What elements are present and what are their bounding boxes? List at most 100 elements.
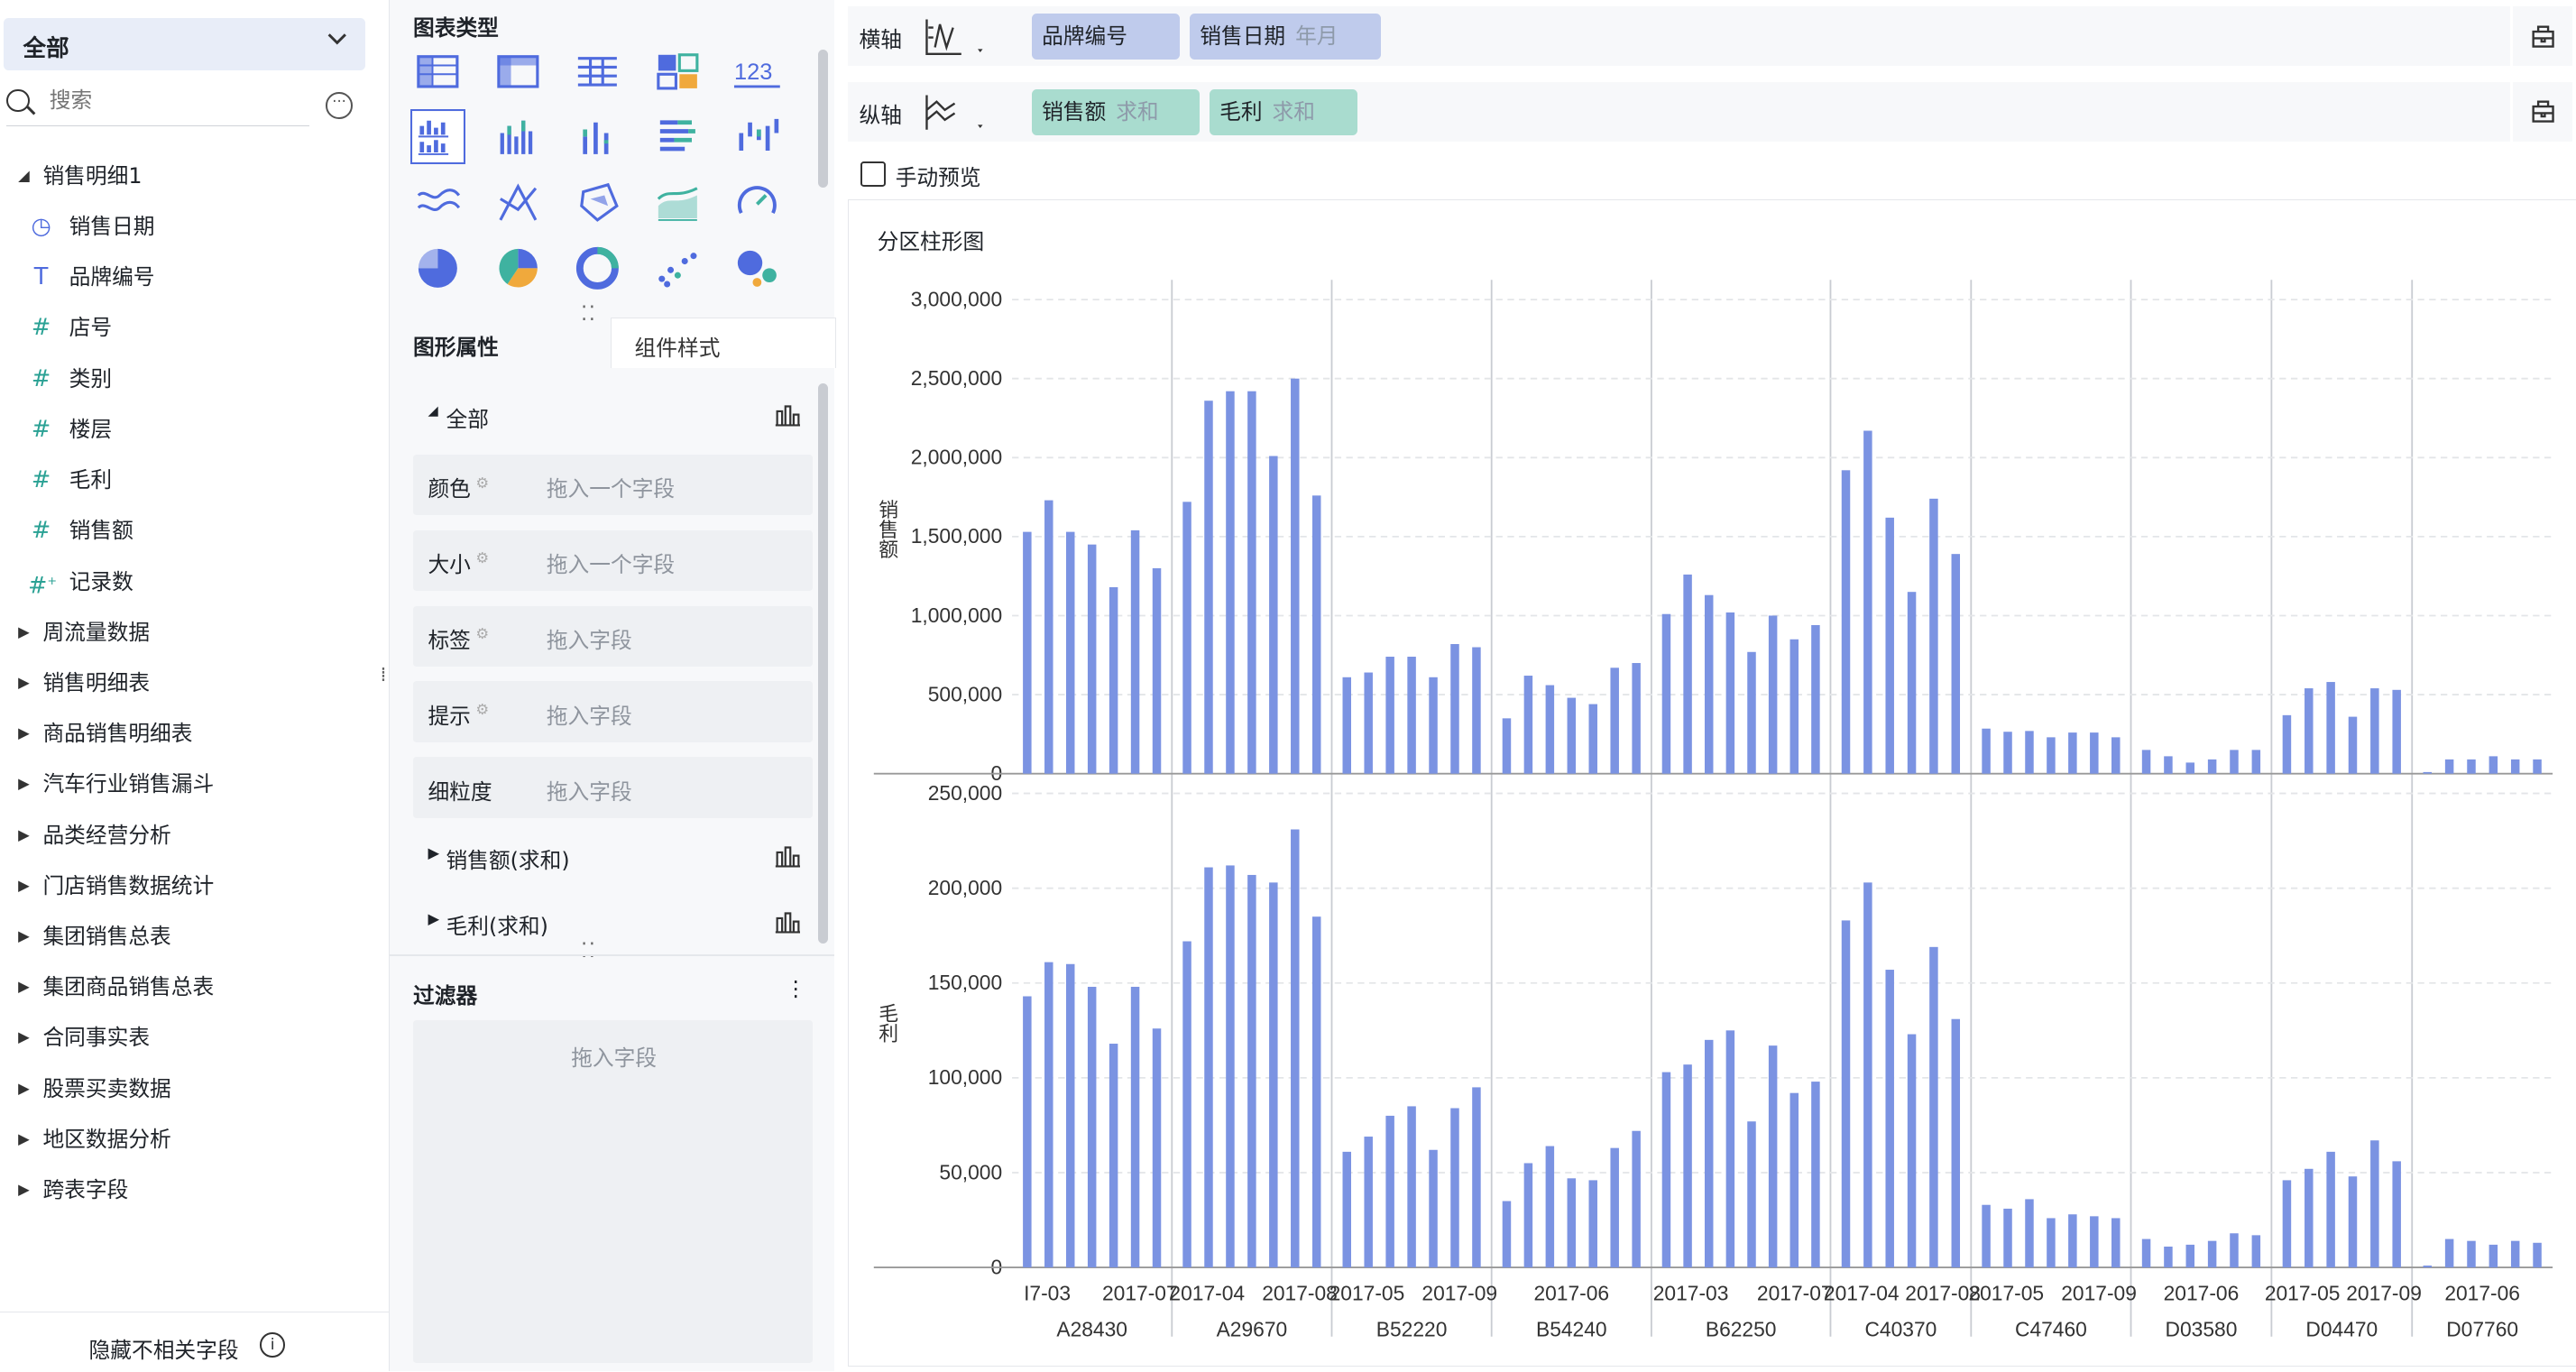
section-sales-sum[interactable]: ▶ 销售额(求和) (413, 833, 813, 882)
block-chart-icon[interactable] (653, 46, 703, 96)
field-drop-zone[interactable]: 标签 ⚙ 拖入字段 (413, 605, 814, 668)
bar-chart-icon[interactable] (774, 401, 800, 433)
bar (2025, 1199, 2034, 1268)
filter-drop-zone[interactable]: 拖入字段 (413, 1020, 814, 1363)
range-map-icon[interactable] (573, 178, 622, 227)
axis-field-pill[interactable]: 销售日期 年月 (1190, 13, 1381, 60)
panel-resize-handle[interactable]: ⁞ (380, 663, 389, 686)
resize-handle-icon[interactable]: ⁚⁚ (581, 939, 597, 962)
more-options-icon[interactable]: ··· (326, 92, 353, 119)
bar (2047, 1218, 2056, 1268)
y-axis-action-button[interactable] (2510, 82, 2573, 142)
triangle-right-icon: ▶ (18, 775, 30, 793)
tree-node[interactable]: ▶ 商品销售明细表 (0, 709, 389, 760)
tab-component-style[interactable]: 组件样式 (610, 318, 837, 368)
x-axis-type-icon[interactable] (922, 14, 988, 67)
gauge-icon[interactable] (732, 178, 782, 227)
line-chart-icon[interactable] (413, 178, 463, 227)
tree-node[interactable]: ▶ 地区数据分析 (0, 1115, 389, 1165)
tree-node[interactable]: ▶ 集团商品销售总表 (0, 962, 389, 1013)
pill-field-name: 毛利 (1219, 98, 1263, 124)
field-item[interactable]: T 品牌编号 (0, 253, 389, 303)
calc-number-icon: #+ (28, 572, 58, 600)
settings-icon[interactable]: ⚙ (475, 625, 490, 643)
tree-node[interactable]: ▶ 集团销售总表 (0, 912, 389, 962)
bar (2511, 1240, 2520, 1268)
table-icon[interactable] (413, 46, 463, 96)
detail-table-icon[interactable] (573, 46, 622, 96)
scatter-icon[interactable] (653, 244, 703, 293)
bar (1789, 639, 1799, 774)
info-icon[interactable]: i (260, 1332, 286, 1358)
grouped-bar-icon[interactable] (493, 112, 543, 161)
field-item[interactable]: # 毛利 (0, 456, 389, 506)
field-item[interactable]: ◷ 销售日期 (0, 202, 389, 253)
bar (1661, 1072, 1671, 1268)
dataset-dropdown[interactable]: 全部 (3, 18, 366, 71)
section-profit-label: 毛利(求和) (446, 914, 548, 940)
tab-graphic-properties[interactable]: 图形属性 (413, 334, 499, 360)
hide-irrelevant-fields[interactable]: 隐藏不相关字段 i (0, 1312, 389, 1372)
x-axis-label: 横轴 (859, 26, 902, 52)
multi-pie-icon[interactable] (493, 244, 543, 293)
settings-icon[interactable]: ⚙ (475, 549, 490, 567)
resize-handle-icon[interactable]: ⁚⁚ (581, 302, 597, 326)
x-axis-action-button[interactable] (2510, 6, 2573, 66)
tree-node[interactable]: ▶ 合同事实表 (0, 1013, 389, 1064)
bar (2392, 1161, 2402, 1268)
manual-preview-checkbox[interactable] (860, 161, 887, 187)
y-tick-label: 3,000,000 (911, 287, 1002, 310)
stacked-bar-icon[interactable] (573, 112, 622, 161)
x-group-label: D03580 (2166, 1318, 2238, 1341)
tree-node[interactable]: ▶ 股票买卖数据 (0, 1064, 389, 1115)
filter-title: 过滤器 (413, 982, 478, 1008)
settings-icon[interactable]: ⚙ (475, 701, 490, 719)
tree-node[interactable]: ▶ 周流量数据 (0, 608, 389, 658)
bar (1769, 1045, 1778, 1268)
pie-chart-icon[interactable] (413, 244, 463, 293)
tree-node[interactable]: ▶ 销售明细表 (0, 658, 389, 709)
bar (1885, 970, 1895, 1268)
horizontal-bar-icon[interactable] (653, 112, 703, 161)
section-profit-sum[interactable]: ▶ 毛利(求和) (413, 898, 813, 948)
bar (2141, 1238, 2151, 1268)
cross-table-icon[interactable] (493, 46, 543, 96)
settings-icon[interactable]: ⚙ (475, 474, 490, 492)
field-drop-zone[interactable]: 大小 ⚙ 拖入一个字段 (413, 529, 814, 592)
tree-node[interactable]: ◢ 销售明细1 (0, 152, 389, 202)
area-chart-icon[interactable] (653, 178, 703, 227)
partition-bar-icon[interactable] (409, 108, 466, 165)
chart-type-scrollbar[interactable] (817, 49, 828, 189)
field-drop-zone[interactable]: 细粒度 拖入字段 (413, 757, 814, 818)
y-axis-type-icon[interactable] (922, 90, 988, 143)
field-item[interactable]: #+ 记录数 (0, 557, 389, 608)
tree-node[interactable]: ▶ 汽车行业销售漏斗 (0, 760, 389, 810)
axis-field-pill[interactable]: 销售额 求和 (1032, 88, 1201, 135)
axis-field-pill[interactable]: 毛利 求和 (1210, 88, 1358, 135)
triangle-right-icon: ▶ (428, 844, 440, 862)
field-item[interactable]: # 销售额 (0, 506, 389, 557)
tree-node[interactable]: ▶ 跨表字段 (0, 1165, 389, 1216)
bubble-icon[interactable] (732, 244, 782, 293)
tree-node[interactable]: ▶ 门店销售数据统计 (0, 861, 389, 912)
bar-chart-icon[interactable] (774, 908, 800, 940)
search-input[interactable] (46, 87, 300, 115)
field-item[interactable]: # 类别 (0, 355, 389, 405)
axis-field-pill[interactable]: 品牌编号 (1032, 13, 1181, 60)
config-panel: 图表类型 123 ⁚⁚ 图形属性 组件样式 ◢ 全部 颜色 ⚙ 拖入一个字段 大小 ⚙ 拖… (390, 0, 837, 1372)
radar-icon[interactable] (493, 178, 543, 227)
section-all[interactable]: ◢ 全部 (413, 391, 813, 441)
field-item[interactable]: # 店号 (0, 303, 389, 354)
bar (2489, 756, 2498, 774)
waterfall-icon[interactable] (732, 112, 782, 161)
bar-chart-icon[interactable] (774, 843, 800, 874)
filter-more-icon[interactable]: ⋮ (785, 976, 807, 1002)
field-drop-zone[interactable]: 提示 ⚙ 拖入字段 (413, 681, 814, 742)
field-drop-zone[interactable]: 颜色 ⚙ 拖入一个字段 (413, 454, 814, 516)
tree-node[interactable]: ▶ 品类经营分析 (0, 811, 389, 861)
bar (2370, 688, 2379, 774)
field-item[interactable]: # 楼层 (0, 405, 389, 456)
donut-icon[interactable] (573, 244, 622, 293)
properties-scrollbar[interactable] (817, 383, 828, 944)
kpi-number-icon[interactable]: 123 (732, 46, 782, 96)
